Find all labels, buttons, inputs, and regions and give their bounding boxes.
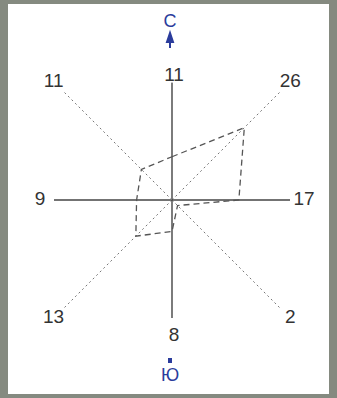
data-label: 2	[285, 306, 296, 327]
data-label: 13	[43, 306, 64, 327]
data-label: 17	[293, 188, 314, 209]
south-marker	[168, 358, 172, 363]
data-label: 8	[169, 324, 180, 345]
axis-line	[54, 199, 172, 200]
data-label: 11	[164, 64, 184, 85]
axis-line	[171, 200, 172, 318]
labels: 11 26 17 2 8 13 9 11 С Ю	[35, 11, 315, 385]
axes	[54, 82, 290, 318]
axis-line	[172, 92, 280, 200]
axis-line	[64, 92, 172, 200]
axis-line	[171, 82, 172, 200]
direction-label: С	[164, 11, 177, 31]
data-label: 11	[44, 70, 64, 91]
direction-label: Ю	[161, 365, 179, 385]
wind-rose-line	[136, 128, 244, 236]
axis-line	[172, 199, 290, 200]
axis-line	[172, 200, 280, 308]
data-label: 26	[280, 70, 301, 91]
axis-line	[64, 200, 172, 308]
panel	[8, 4, 329, 394]
data-label: 9	[35, 188, 46, 209]
chart: 11 26 17 2 8 13 9 11 С Ю	[0, 0, 337, 398]
marks	[136, 128, 244, 236]
north-arrow	[167, 33, 173, 48]
